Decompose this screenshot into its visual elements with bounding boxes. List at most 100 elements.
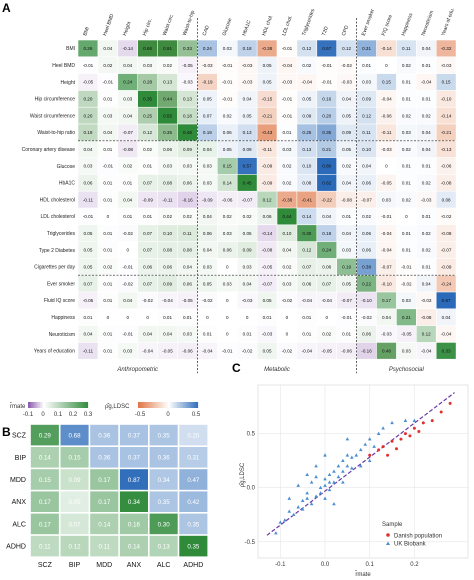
data-point-ukb	[287, 496, 292, 500]
legend-tick: -0.5	[135, 412, 146, 418]
heatmap-cell	[197, 90, 217, 107]
heatmap-cell	[376, 90, 397, 107]
cell-value: -0.02	[341, 63, 352, 68]
heatmap-cell	[436, 124, 456, 141]
heatmap-cell	[78, 309, 98, 326]
y-tick-label: -0.5	[245, 540, 256, 546]
cell-value: -0.07	[381, 265, 392, 270]
heatmap-cell	[197, 241, 217, 259]
cell-value: 0.12	[362, 113, 371, 118]
cell-value: 0.31	[187, 455, 200, 462]
column-label: T2D	[321, 25, 330, 36]
cell-value: 0.01	[422, 63, 431, 68]
data-point-ukb	[332, 501, 336, 506]
heatmap-cell	[257, 157, 277, 175]
data-point-danish	[403, 432, 407, 436]
row-label: Coronary artery disease	[22, 147, 76, 153]
heatmap-cell	[396, 40, 416, 57]
heatmap-cell	[297, 157, 317, 175]
cell-value: 0.21	[402, 315, 411, 320]
data-point-ukb	[345, 437, 350, 441]
data-point-ukb	[341, 458, 345, 462]
cell-value: -0.32	[441, 46, 452, 51]
legend-swatch	[67, 402, 69, 408]
heatmap-cell	[98, 208, 118, 225]
legend-tick: 0.5	[192, 412, 201, 418]
heatmap-cell	[138, 174, 158, 191]
cell-value: 0.62	[322, 181, 331, 186]
cell-value: 0.05	[69, 499, 82, 506]
cell-value: -0.14	[441, 113, 452, 118]
heatmap-cell	[436, 275, 456, 292]
heatmap-cell	[257, 208, 277, 225]
heatmap-cell	[436, 191, 456, 208]
cell-value: 0.06	[163, 147, 172, 152]
cell-value: -0.04	[441, 332, 452, 337]
column-label: Ever smoker	[361, 8, 376, 37]
heatmap-cell	[138, 157, 158, 175]
cell-value: 0.03	[402, 298, 411, 303]
heatmap-cell	[138, 141, 158, 158]
cell-value: 0.04	[83, 332, 92, 337]
legend-swatch	[145, 402, 148, 408]
legend-swatch	[147, 402, 149, 408]
heatmap-cell	[356, 90, 377, 107]
heatmap-cell	[78, 208, 98, 225]
legend-swatch	[65, 402, 68, 408]
heatmap-cell	[118, 292, 138, 309]
heatmap-cell	[119, 491, 148, 512]
cell-value: 0.34	[128, 499, 141, 506]
legend-swatch	[153, 402, 155, 408]
heatmap-cell	[177, 208, 198, 225]
cell-value: 0.01	[402, 164, 411, 169]
legend-swatch	[58, 402, 60, 408]
cell-value: 0.38	[362, 265, 371, 270]
legend-title-mate: r̂mate	[10, 403, 26, 410]
data-point-ukb	[345, 464, 350, 468]
legend-swatch	[192, 402, 194, 408]
cell-value: 0.15	[223, 164, 232, 169]
cell-value: 0.08	[163, 248, 172, 253]
heatmap-cell	[317, 241, 337, 259]
cell-value: 0.19	[203, 130, 212, 135]
cell-value: 0.05	[243, 231, 252, 236]
heatmap-cell	[217, 342, 237, 359]
legend-swatch	[61, 402, 63, 408]
cell-value: -0.04	[421, 349, 432, 354]
data-point-ukb	[283, 518, 287, 522]
group-label: Anthropometric	[116, 367, 158, 373]
cell-value: 0.04	[342, 97, 351, 102]
heatmap-cell	[157, 208, 178, 225]
heatmap-cell	[317, 73, 337, 91]
cell-value: 0.04	[243, 97, 252, 102]
heatmap-a: BMI Heel BMD Height Hip circ. Waist circ. Wai…	[22, 7, 457, 374]
heatmap-cell	[317, 208, 337, 225]
data-point-ukb	[323, 483, 327, 487]
data-point-ukb	[336, 474, 341, 479]
heatmap-cell	[237, 309, 257, 326]
cell-value: -0.01	[222, 349, 233, 354]
data-point-ukb	[350, 466, 354, 470]
cell-value: 0.36	[158, 455, 171, 462]
cell-value: 0.01	[402, 80, 411, 85]
heatmap-cell	[356, 225, 377, 242]
cell-value: -0.15	[262, 97, 273, 102]
row-label: Waist-to-hip ratio	[37, 130, 75, 136]
cell-value: 0.17	[39, 499, 52, 506]
data-point-ukb	[287, 509, 292, 513]
cell-value: 0.02	[342, 164, 351, 169]
cell-value: 0.04	[83, 147, 92, 152]
row-label: Hip circumference	[35, 97, 76, 103]
heatmap-cell	[197, 157, 217, 175]
heatmap-cell	[237, 157, 257, 175]
cell-value: 0.17	[98, 477, 111, 484]
data-point-ukb	[358, 464, 363, 468]
cell-value: 0.14	[98, 521, 111, 528]
cell-value: 0.04	[143, 332, 152, 337]
cell-value: 0.07	[322, 281, 331, 286]
row-label: Heel BMD	[52, 63, 75, 69]
legend-swatch	[28, 402, 30, 408]
cell-value: 0.03	[223, 231, 232, 236]
cell-value: 0.87	[128, 477, 141, 484]
heatmap-cell	[197, 292, 217, 309]
